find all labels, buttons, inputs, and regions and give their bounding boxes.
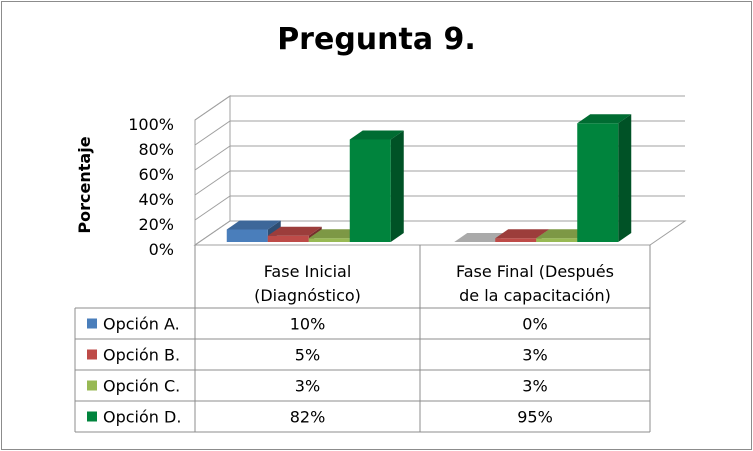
category-label: Fase Inicial bbox=[264, 262, 352, 281]
gridline bbox=[194, 95, 685, 121]
data-label: 3% bbox=[522, 346, 547, 365]
gridline bbox=[194, 220, 685, 246]
y-tick-label: 100% bbox=[128, 115, 174, 134]
y-tick-label: 0% bbox=[149, 240, 174, 259]
data-label: 3% bbox=[522, 377, 547, 396]
data-label: 95% bbox=[517, 408, 553, 427]
data-label: 0% bbox=[522, 315, 547, 334]
bar-1-2 bbox=[454, 233, 509, 242]
side-wall bbox=[194, 95, 231, 246]
y-tick-label: 40% bbox=[138, 190, 174, 209]
gridline bbox=[194, 195, 685, 221]
y-axis-ticks: 0% 20% 40% 60% 80% 100% bbox=[128, 115, 174, 259]
y-axis-label: Porcentaje bbox=[75, 136, 94, 233]
y-tick-label: 80% bbox=[138, 140, 174, 159]
data-label: 3% bbox=[295, 377, 320, 396]
legend-label: Opción C. bbox=[103, 377, 180, 396]
legend-label: Opción D. bbox=[103, 408, 181, 427]
category-label: (Diagnóstico) bbox=[254, 286, 361, 305]
legend-swatch bbox=[87, 411, 97, 422]
legend-swatch bbox=[87, 318, 97, 329]
legend-label: Opción B. bbox=[103, 346, 180, 365]
category-label: Fase Final (Después bbox=[456, 262, 614, 281]
gridline bbox=[194, 120, 685, 146]
legend-swatch bbox=[87, 380, 97, 391]
y-tick-label: 60% bbox=[138, 165, 174, 184]
gridline bbox=[194, 170, 685, 196]
bar-series bbox=[226, 114, 632, 242]
data-label: 10% bbox=[290, 315, 326, 334]
legend-swatch bbox=[87, 349, 97, 360]
legend-label: Opción A. bbox=[103, 315, 180, 334]
data-table: Fase Inicial (Diagnóstico) Fase Final (Des… bbox=[74, 245, 651, 433]
gridlines bbox=[194, 95, 685, 246]
chart-title: Pregunta 9. bbox=[277, 22, 476, 57]
gridline bbox=[194, 145, 685, 171]
data-label: 5% bbox=[295, 346, 320, 365]
bar-4-1 bbox=[349, 130, 404, 242]
y-tick-label: 20% bbox=[138, 215, 174, 234]
bar-4-2 bbox=[577, 114, 632, 242]
category-label: de la capacitación) bbox=[459, 286, 611, 305]
data-label: 82% bbox=[290, 408, 326, 427]
